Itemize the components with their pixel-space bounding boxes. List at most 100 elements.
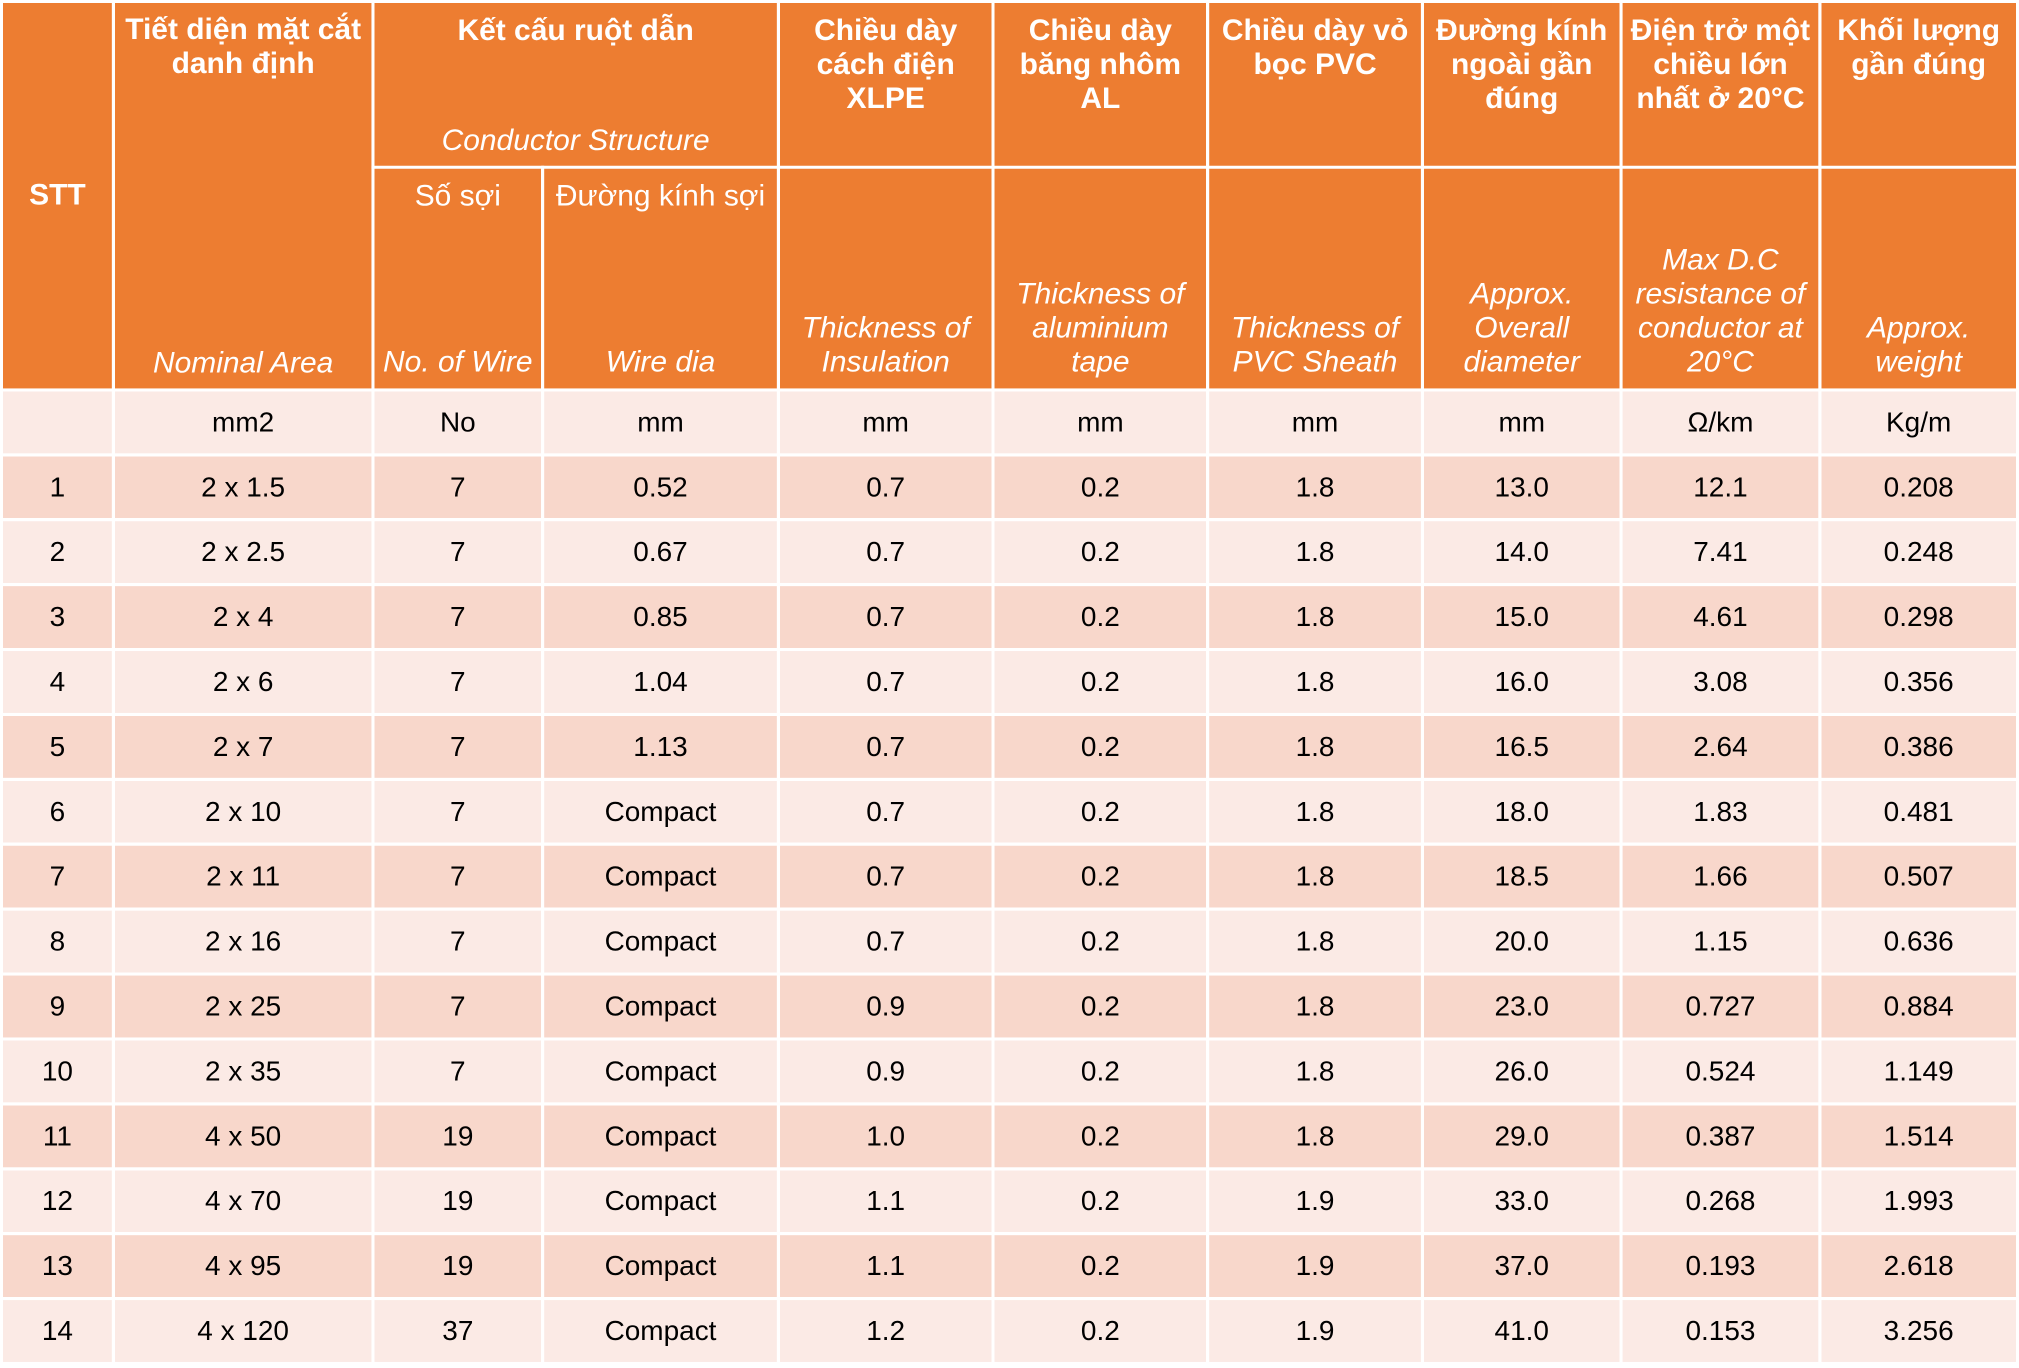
cell-diameter: 16.0	[1420, 648, 1623, 716]
cell-weight: 0.356	[1818, 648, 2019, 716]
cell-no-of-wire: No	[371, 388, 545, 457]
cell-weight: 0.636	[1818, 907, 2019, 976]
cell-al-tape: 0.2	[991, 907, 1210, 976]
cell-wire-dia: 0.67	[541, 518, 780, 587]
cell-wire-dia: 0.85	[541, 583, 780, 652]
header-wire-dia: Đường kính sợi Wire dia	[541, 166, 780, 392]
units-row: mm2 No mm mm mm mm mm Ω/km Kg/m	[0, 388, 2019, 457]
cell-diameter: 33.0	[1420, 1167, 1623, 1236]
cell-weight: 1.514	[1818, 1102, 2019, 1171]
header-wire-dia-vi: Đường kính sợi	[555, 179, 766, 213]
cell-resistance: 4.61	[1619, 583, 1822, 652]
cell-al-tape: 0.2	[991, 842, 1210, 911]
cell-nominal-area: 2 x 1.5	[111, 453, 375, 522]
cell-wire-dia: 0.52	[541, 453, 780, 522]
cell-resistance: 2.64	[1619, 712, 1822, 781]
cell-resistance: 1.15	[1619, 907, 1822, 976]
cell-al-tape: 0.2	[991, 583, 1210, 652]
cell-al-tape: 0.2	[991, 1232, 1210, 1301]
cell-insulation: 0.7	[776, 777, 995, 846]
header-nominal-area-vi: Tiết diện mặt cắt danh định	[125, 12, 362, 80]
cell-stt: 11	[0, 1102, 115, 1171]
cell-stt: 2	[0, 518, 115, 587]
cell-stt	[0, 388, 115, 457]
header-nominal-area: Tiết diện mặt cắt danh định Nominal Area	[111, 0, 375, 392]
cell-diameter: 20.0	[1420, 907, 1623, 976]
cell-weight: 1.149	[1818, 1037, 2019, 1106]
cell-wire-dia: Compact	[541, 1167, 780, 1236]
cell-nominal-area: 4 x 50	[111, 1102, 375, 1171]
cell-resistance: 12.1	[1619, 453, 1822, 522]
header-al-tape-vi: Chiều dày băng nhôm AL	[1019, 13, 1182, 115]
cell-insulation: 1.0	[776, 1102, 995, 1171]
cell-stt: 9	[0, 972, 115, 1041]
header-resistance-vi-cell: Điện trở một chiều lớn nhất ở 20°C	[1619, 0, 1822, 170]
cell-insulation: mm	[776, 388, 995, 457]
cell-weight: Kg/m	[1818, 388, 2019, 457]
cell-resistance: Ω/km	[1619, 388, 1822, 457]
cell-resistance: 0.193	[1619, 1232, 1822, 1301]
cell-al-tape: 0.2	[991, 1102, 1210, 1171]
header-sheath-en-cell: Thickness of PVC Sheath	[1206, 166, 1424, 392]
cell-nominal-area: 2 x 35	[111, 1037, 375, 1106]
header-no-of-wire: Số sợi No. of Wire	[371, 166, 545, 392]
cell-no-of-wire: 7	[371, 972, 545, 1041]
cell-sheath: 1.9	[1206, 1297, 1424, 1365]
cell-insulation: 0.9	[776, 1037, 995, 1106]
cell-wire-dia: Compact	[541, 972, 780, 1041]
cell-stt: 13	[0, 1232, 115, 1301]
cell-resistance: 0.268	[1619, 1167, 1822, 1236]
cell-no-of-wire: 7	[371, 842, 545, 911]
cell-sheath: 1.9	[1206, 1232, 1424, 1301]
cell-weight: 3.256	[1818, 1297, 2019, 1365]
cell-nominal-area: 2 x 10	[111, 777, 375, 846]
cell-diameter: 15.0	[1420, 583, 1623, 652]
cell-no-of-wire: 19	[371, 1232, 545, 1301]
header-diameter-en: Approx. Overall diameter	[1463, 277, 1581, 379]
cell-al-tape: 0.2	[991, 972, 1210, 1041]
cell-al-tape: 0.2	[991, 648, 1210, 716]
cell-no-of-wire: 7	[371, 453, 545, 522]
cell-resistance: 0.727	[1619, 972, 1822, 1041]
table-row: 10 2 x 35 7 Compact 0.9 0.2 1.8 26.0 0.524 1.149	[0, 1037, 2019, 1106]
header-insulation-vi-cell: Chiều dày cách điện XLPE	[776, 0, 995, 170]
cell-al-tape: 0.2	[991, 712, 1210, 781]
cell-resistance: 1.83	[1619, 777, 1822, 846]
cell-wire-dia: Compact	[541, 907, 780, 976]
cell-stt: 12	[0, 1167, 115, 1236]
cell-stt: 3	[0, 583, 115, 652]
cell-diameter: 23.0	[1420, 972, 1623, 1041]
cell-al-tape: 0.2	[991, 518, 1210, 587]
header-insulation-vi: Chiều dày cách điện XLPE	[814, 13, 958, 115]
cell-insulation: 0.7	[776, 453, 995, 522]
header-no-of-wire-vi: Số sợi	[414, 179, 501, 213]
cell-stt: 7	[0, 842, 115, 911]
header-weight-vi: Khối lượng gần đúng	[1837, 13, 2001, 81]
cell-wire-dia: mm	[541, 388, 780, 457]
cell-al-tape: 0.2	[991, 1297, 1210, 1365]
cell-insulation: 0.7	[776, 907, 995, 976]
cell-wire-dia: Compact	[541, 1037, 780, 1106]
cell-no-of-wire: 7	[371, 907, 545, 976]
header-stt: STT	[0, 0, 115, 392]
cell-sheath: 1.8	[1206, 712, 1424, 781]
header-insulation-en-cell: Thickness of Insulation	[776, 166, 995, 392]
cell-sheath: 1.8	[1206, 907, 1424, 976]
cell-weight: 0.884	[1818, 972, 2019, 1041]
cell-sheath: 1.8	[1206, 583, 1424, 652]
cell-no-of-wire: 19	[371, 1102, 545, 1171]
header-conductor-structure: Kết cấu ruột dẫn Conductor Structure	[371, 0, 780, 170]
header-resistance-vi: Điện trở một chiều lớn nhất ở 20°C	[1630, 13, 1811, 115]
cell-sheath: 1.8	[1206, 777, 1424, 846]
header-sheath-vi: Chiều dày vỏ bọc PVC	[1221, 13, 1409, 81]
cell-al-tape: 0.2	[991, 1167, 1210, 1236]
cell-weight: 1.993	[1818, 1167, 2019, 1236]
cell-weight: 0.208	[1818, 453, 2019, 522]
